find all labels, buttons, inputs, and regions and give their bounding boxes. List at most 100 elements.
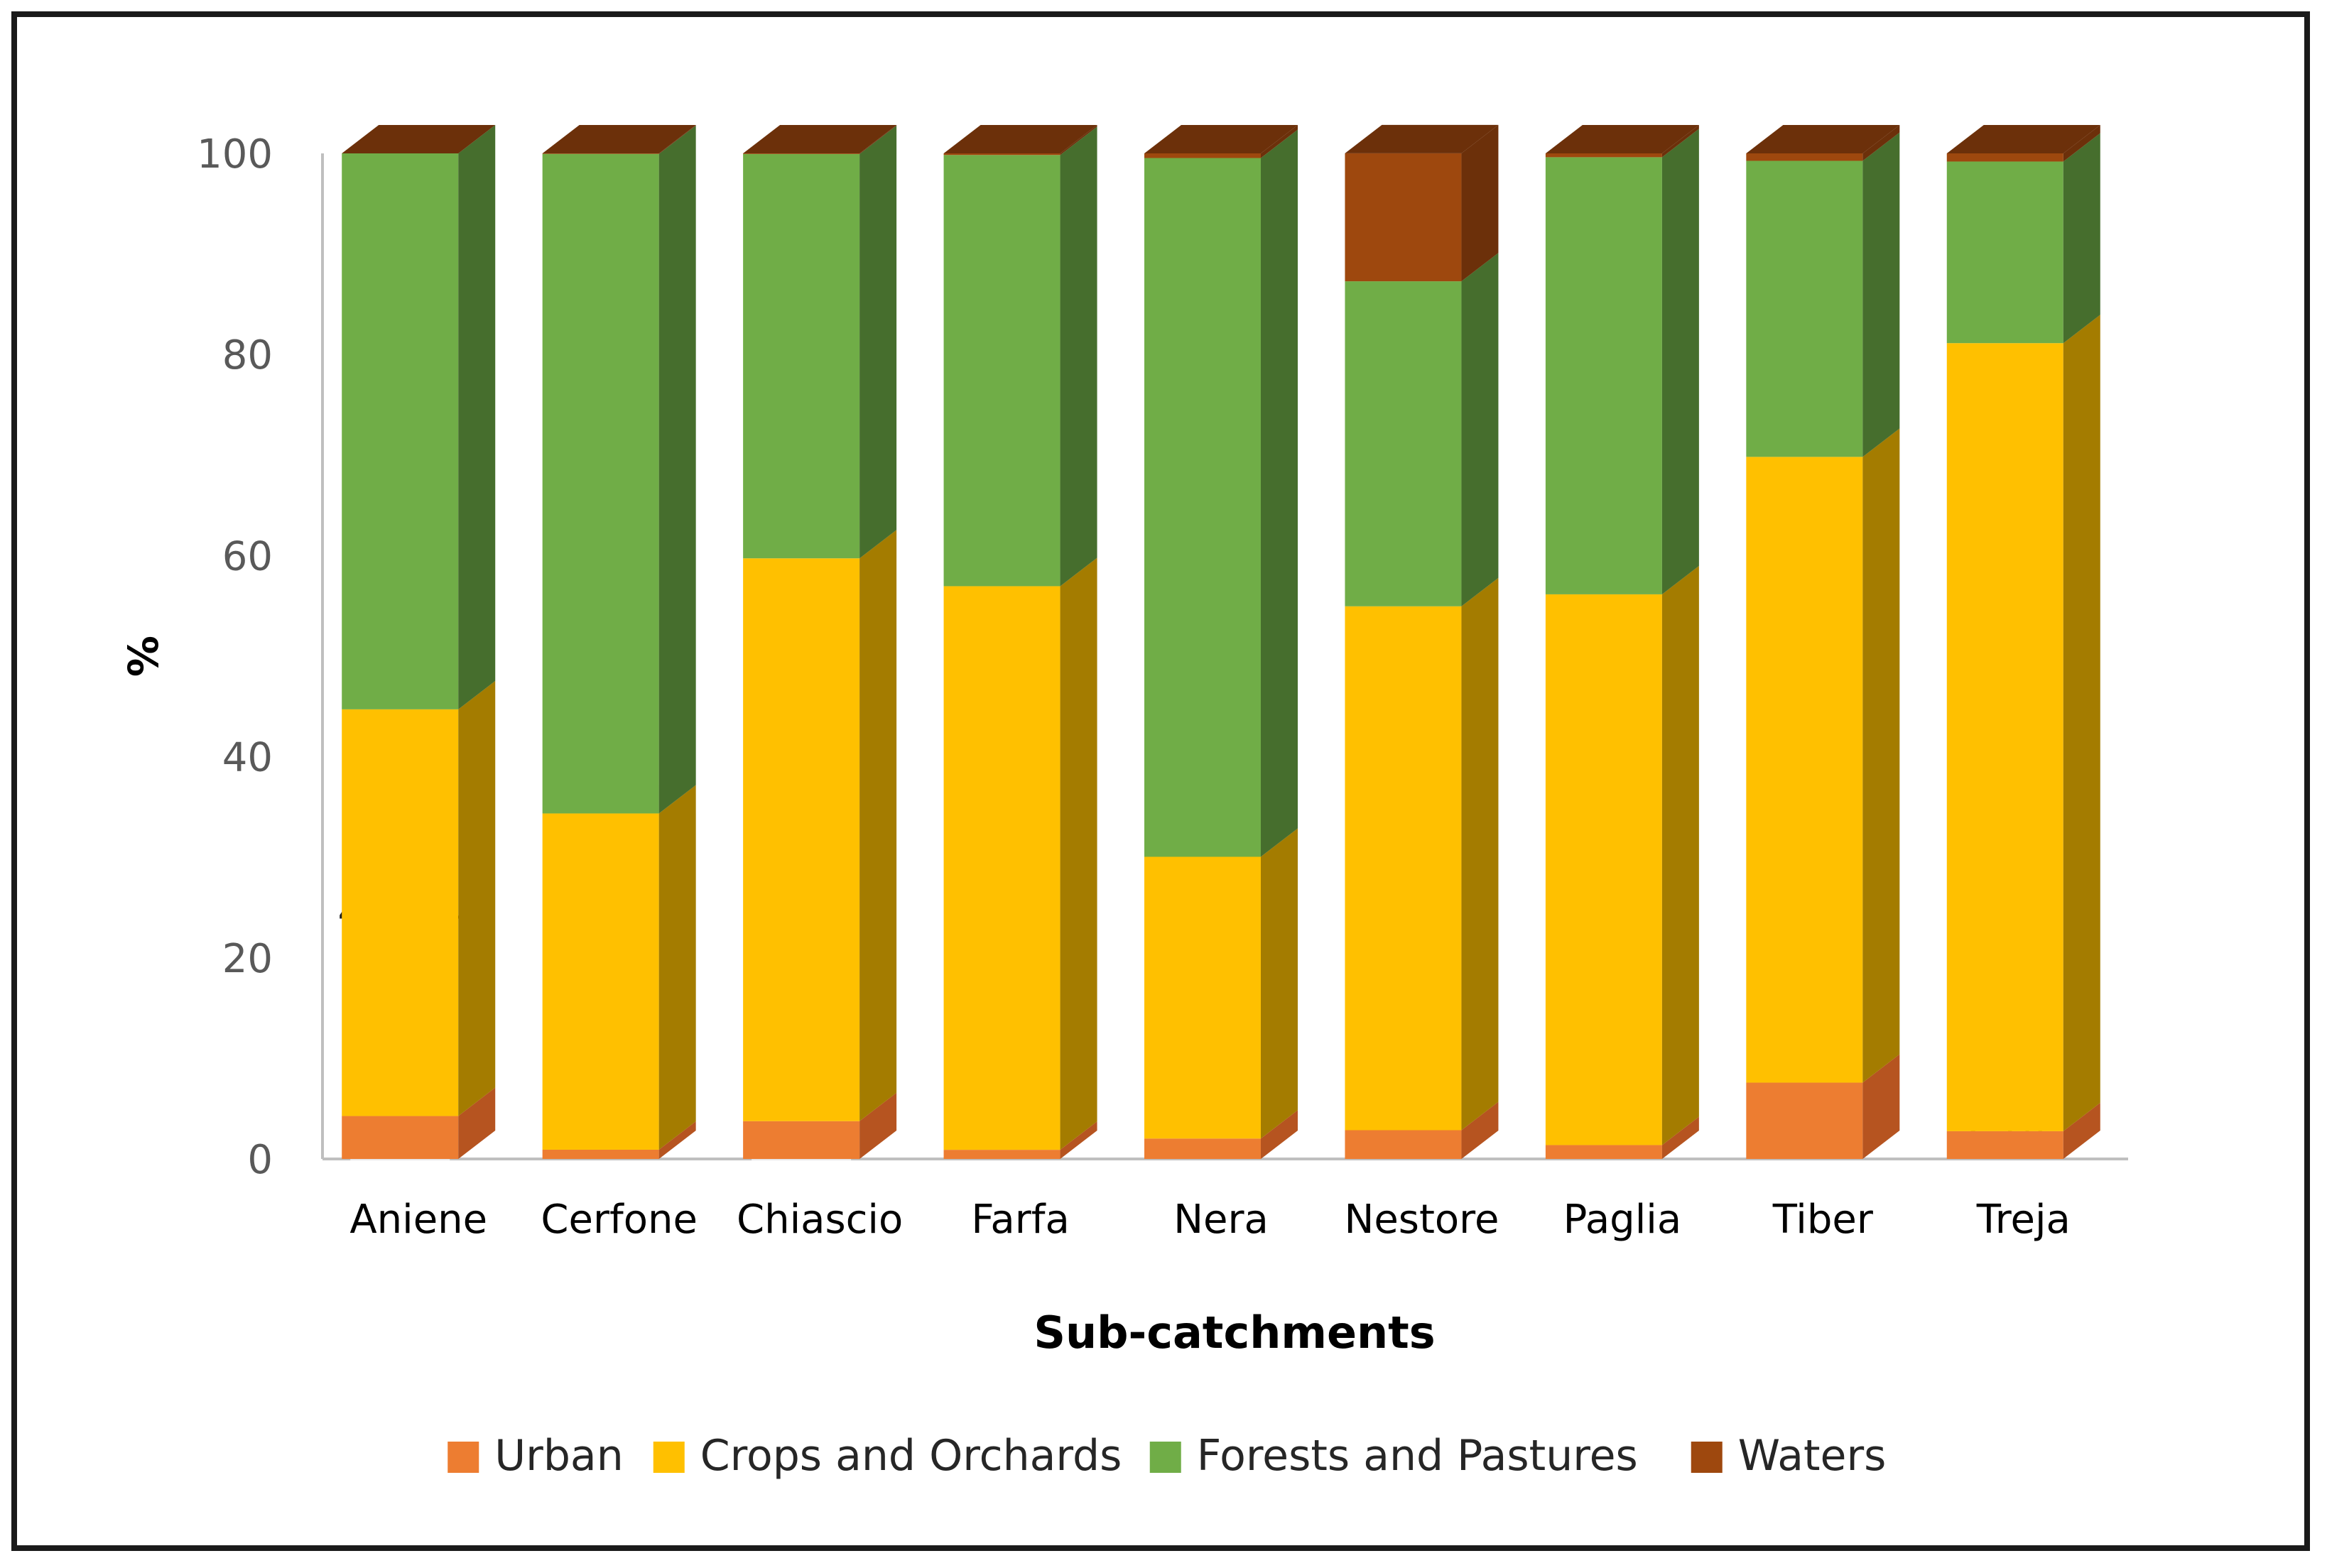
bar-segment-crops-and-orchards: [1144, 856, 1261, 1139]
x-tick-labels: Aniene Cerfone Chiascio Farfa Nera Nestore Pag…: [349, 1197, 2070, 1243]
bar-side-crops-and-orchards: [1461, 577, 1499, 1131]
bar-segment-crops-and-orchards: [342, 709, 459, 1116]
bar-segment-crops-and-orchards: [1746, 457, 1863, 1083]
y-tick-label: 100: [197, 131, 273, 178]
figure-frame: 0 20 40 60 80 100 4.2740.44455.290.000.9233.4…: [11, 11, 2310, 1551]
y-tick-label: 40: [222, 735, 273, 781]
bar-top-waters: [1545, 125, 1699, 153]
bar-top-waters: [1946, 125, 2100, 153]
bar-stack-tiber: [1746, 125, 1900, 1159]
bar-segment-forests-and-pastures: [1144, 158, 1261, 857]
legend-swatch: [1691, 1442, 1723, 1473]
x-tick-label: Aniene: [349, 1197, 487, 1243]
bar-stack-chiascio: [743, 125, 897, 1159]
bar-segment-waters: [542, 153, 659, 154]
bar-side-crops-and-orchards: [1862, 428, 1900, 1083]
y-tick-label: 80: [222, 332, 273, 379]
bar-segment-urban: [1746, 1082, 1863, 1159]
bar-side-waters: [859, 125, 897, 154]
x-tick-label: Cerfone: [541, 1197, 698, 1243]
x-tick-label: Nestore: [1344, 1197, 1499, 1243]
bar-segment-forests-and-pastures: [1345, 281, 1462, 606]
legend-label: Crops and Orchards: [700, 1431, 1122, 1481]
bar-side-forests-and-pastures: [1661, 129, 1699, 594]
x-tick-label: Treja: [1976, 1197, 2071, 1243]
bar-side-crops-and-orchards: [658, 785, 696, 1150]
legend-label: Urban: [494, 1431, 623, 1481]
bar-side-forests-and-pastures: [658, 125, 696, 814]
bar-side-waters: [1261, 125, 1298, 158]
bar-side-urban: [1862, 1054, 1900, 1159]
bar-segment-waters: [743, 153, 860, 154]
bar-side-forests-and-pastures: [1461, 253, 1499, 606]
bar-segment-crops-and-orchards: [743, 558, 860, 1121]
bar-segment-crops-and-orchards: [943, 586, 1061, 1150]
legend-item-waters: Waters: [1691, 1431, 1887, 1481]
x-tick-label: Paglia: [1563, 1197, 1682, 1243]
bar-segment-waters: [1545, 153, 1662, 158]
bar-side-urban: [1261, 1110, 1298, 1159]
bar-side-waters: [1661, 125, 1699, 158]
bar-segment-urban: [1345, 1130, 1462, 1159]
bar-segment-crops-and-orchards: [1545, 594, 1662, 1145]
bar-side-forests-and-pastures: [859, 125, 897, 559]
bar-side-crops-and-orchards: [1060, 557, 1097, 1150]
stacked-bar-chart: 0 20 40 60 80 100 4.2740.44455.290.000.9233.4…: [119, 124, 2128, 1481]
bar-segment-forests-and-pastures: [1746, 160, 1863, 457]
bars: 4.2740.44455.290.000.9233.4465.590.053.7…: [330, 124, 2100, 1165]
bar-segment-waters: [1144, 153, 1261, 158]
bar-side-forests-and-pastures: [1060, 126, 1097, 587]
bar-segment-waters: [1946, 153, 2063, 162]
legend-item-urban: Urban: [448, 1431, 624, 1481]
y-tick-label: 0: [247, 1137, 273, 1183]
bar-stack-paglia: [1545, 125, 1699, 1159]
bar-side-crops-and-orchards: [1661, 565, 1699, 1145]
bar-segment-urban: [542, 1149, 659, 1159]
bar-side-waters: [658, 125, 696, 154]
bar-side-urban: [658, 1121, 696, 1159]
bar-segment-urban: [943, 1150, 1061, 1159]
bar-segment-urban: [1144, 1138, 1261, 1159]
bar-side-waters: [1461, 124, 1499, 282]
bar-top-waters: [1746, 125, 1900, 153]
bar-side-urban: [2063, 1102, 2100, 1159]
bar-stack-treja: [1946, 125, 2100, 1159]
x-tick-label: Tiber: [1772, 1197, 1874, 1243]
legend-swatch: [448, 1442, 479, 1473]
bar-segment-waters: [943, 153, 1061, 156]
bar-stack-nestore: [1345, 124, 1499, 1159]
legend-item-crops-and-orchards: Crops and Orchards: [653, 1431, 1122, 1481]
bar-stack-nera: [1144, 125, 1298, 1159]
y-tick-label: 20: [222, 936, 273, 982]
y-axis-label: %: [119, 636, 168, 677]
bar-side-waters: [1060, 125, 1097, 156]
bar-segment-crops-and-orchards: [542, 813, 659, 1150]
x-axis-label: Sub-catchments: [1034, 1307, 1435, 1359]
bar-segment-crops-and-orchards: [1345, 606, 1462, 1131]
bar-top-waters: [342, 124, 496, 153]
bar-side-forests-and-pastures: [458, 124, 496, 709]
legend: Urban Crops and Orchards Forests and Pastu…: [448, 1431, 1886, 1481]
bar-top-waters: [1345, 124, 1499, 153]
bar-top-waters: [1144, 125, 1298, 153]
bar-side-urban: [859, 1092, 897, 1159]
bar-side-waters: [2063, 125, 2100, 162]
bar-segment-waters: [1345, 153, 1462, 282]
bar-segment-forests-and-pastures: [342, 153, 459, 709]
bar-segment-forests-and-pastures: [943, 155, 1061, 587]
bar-top-waters: [743, 125, 897, 153]
x-tick-label: Nera: [1173, 1197, 1269, 1243]
bar-segment-urban: [1946, 1131, 2063, 1159]
bar-side-urban: [458, 1087, 496, 1159]
bar-side-crops-and-orchards: [2063, 315, 2100, 1131]
legend-swatch: [1149, 1442, 1181, 1473]
y-tick-label: 60: [222, 533, 273, 579]
bar-segment-forests-and-pastures: [1946, 161, 2063, 344]
bar-stack-cerfone: [542, 125, 696, 1159]
bar-segment-urban: [342, 1116, 459, 1159]
legend-swatch: [653, 1442, 685, 1473]
legend-label: Waters: [1738, 1431, 1887, 1481]
x-tick-label: Farfa: [971, 1197, 1069, 1243]
bar-segment-forests-and-pastures: [743, 153, 860, 559]
bar-top-waters: [542, 125, 696, 153]
